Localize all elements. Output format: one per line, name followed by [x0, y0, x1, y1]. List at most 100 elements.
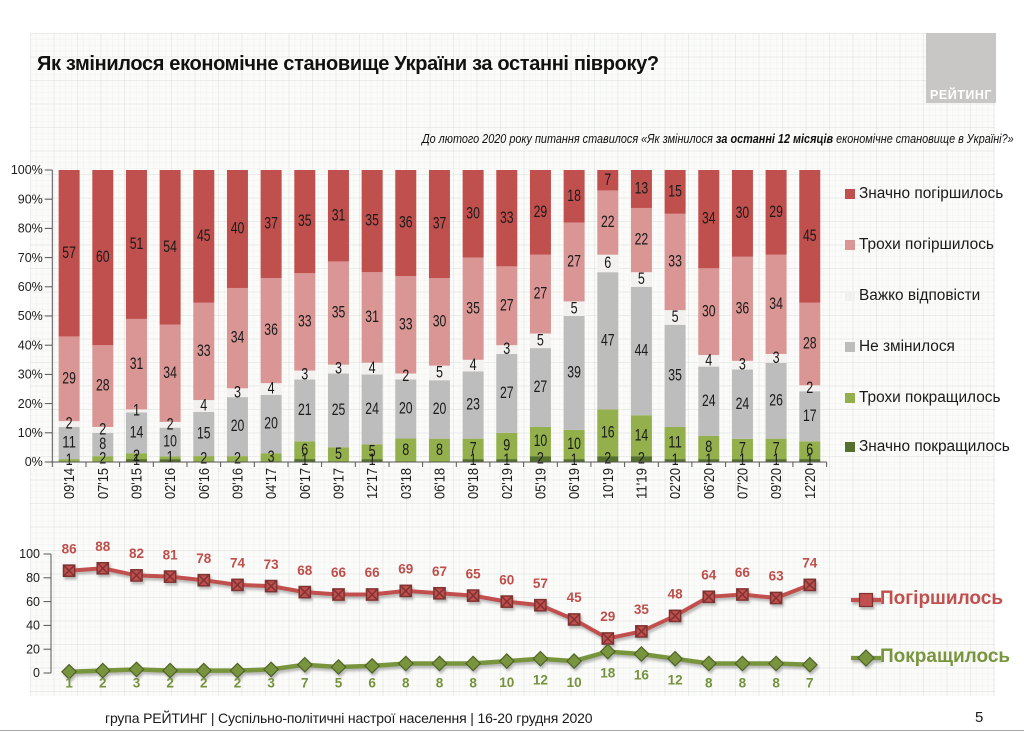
svg-text:67: 67 — [432, 564, 447, 579]
svg-text:2: 2 — [402, 366, 409, 385]
svg-text:2: 2 — [604, 449, 611, 468]
svg-text:8: 8 — [705, 676, 713, 691]
svg-text:26: 26 — [769, 390, 783, 409]
svg-text:2: 2 — [806, 378, 813, 397]
svg-text:30: 30 — [702, 301, 716, 320]
svg-text:2: 2 — [167, 414, 174, 433]
svg-text:27: 27 — [567, 252, 581, 271]
svg-text:09'15: 09'15 — [130, 468, 146, 499]
svg-text:25: 25 — [332, 400, 346, 419]
svg-text:2: 2 — [200, 676, 208, 691]
svg-text:29: 29 — [600, 609, 615, 624]
svg-text:2: 2 — [99, 420, 106, 439]
svg-text:60%: 60% — [18, 280, 43, 294]
svg-text:09'17: 09'17 — [332, 468, 348, 499]
svg-text:1: 1 — [571, 450, 578, 469]
svg-text:22: 22 — [635, 230, 649, 249]
svg-text:4: 4 — [268, 379, 275, 398]
svg-text:31: 31 — [332, 205, 346, 224]
svg-text:30: 30 — [433, 311, 447, 330]
svg-text:34: 34 — [769, 294, 783, 313]
svg-text:5: 5 — [638, 269, 645, 288]
svg-text:65: 65 — [466, 566, 482, 581]
svg-text:3: 3 — [133, 676, 141, 691]
svg-text:06'18: 06'18 — [433, 468, 449, 499]
svg-text:33: 33 — [197, 341, 211, 360]
svg-text:34: 34 — [231, 328, 245, 347]
svg-text:2: 2 — [66, 414, 73, 433]
svg-text:09'20: 09'20 — [769, 468, 785, 499]
svg-text:24: 24 — [736, 394, 750, 413]
svg-text:07'15: 07'15 — [96, 468, 112, 499]
svg-text:14: 14 — [130, 422, 144, 441]
svg-text:78: 78 — [196, 551, 212, 566]
svg-text:0: 0 — [33, 666, 40, 680]
svg-text:2: 2 — [234, 449, 241, 468]
svg-text:35: 35 — [365, 211, 379, 230]
svg-text:1: 1 — [705, 450, 712, 469]
svg-text:8: 8 — [436, 440, 443, 459]
svg-text:28: 28 — [803, 334, 817, 353]
svg-text:80: 80 — [26, 571, 40, 585]
svg-text:10: 10 — [163, 432, 177, 451]
svg-text:57: 57 — [533, 576, 548, 591]
svg-text:35: 35 — [298, 211, 312, 230]
svg-text:37: 37 — [264, 214, 278, 233]
svg-text:3: 3 — [773, 348, 780, 367]
svg-text:3: 3 — [335, 359, 342, 378]
svg-text:02'16: 02'16 — [163, 468, 179, 499]
svg-text:31: 31 — [130, 354, 144, 373]
svg-text:2: 2 — [166, 676, 174, 691]
svg-text:35: 35 — [332, 303, 346, 322]
svg-text:35: 35 — [466, 298, 480, 317]
svg-text:1: 1 — [369, 450, 376, 469]
svg-text:10: 10 — [499, 675, 514, 690]
svg-text:27: 27 — [500, 295, 514, 314]
svg-text:04'17: 04'17 — [264, 468, 280, 499]
svg-text:1: 1 — [65, 676, 73, 691]
svg-text:12'20: 12'20 — [803, 468, 819, 499]
svg-text:54: 54 — [163, 237, 177, 256]
svg-text:20: 20 — [433, 399, 447, 418]
svg-text:02'20: 02'20 — [668, 468, 684, 499]
svg-text:10: 10 — [534, 431, 548, 450]
svg-text:06'20: 06'20 — [702, 468, 718, 499]
svg-text:5: 5 — [672, 307, 679, 326]
svg-text:68: 68 — [297, 563, 313, 578]
svg-text:28: 28 — [96, 376, 110, 395]
svg-text:1: 1 — [133, 401, 140, 420]
svg-text:30%: 30% — [18, 368, 43, 382]
svg-text:09'18: 09'18 — [466, 468, 482, 499]
svg-text:27: 27 — [534, 377, 548, 396]
svg-text:20: 20 — [26, 642, 40, 656]
svg-text:74: 74 — [230, 556, 246, 571]
svg-text:7: 7 — [301, 676, 309, 691]
svg-text:1: 1 — [167, 447, 174, 466]
svg-text:8: 8 — [469, 676, 477, 691]
svg-text:69: 69 — [398, 562, 413, 577]
svg-text:86: 86 — [62, 541, 78, 556]
svg-text:4: 4 — [705, 350, 712, 369]
svg-text:74: 74 — [802, 556, 818, 571]
svg-text:80%: 80% — [18, 222, 43, 236]
svg-text:34: 34 — [702, 209, 716, 228]
svg-text:88: 88 — [95, 539, 111, 554]
svg-text:11: 11 — [668, 433, 682, 452]
svg-text:03'18: 03'18 — [399, 468, 415, 499]
svg-text:1: 1 — [470, 450, 477, 469]
svg-text:30: 30 — [736, 203, 750, 222]
svg-text:7: 7 — [604, 170, 611, 189]
svg-text:81: 81 — [163, 547, 179, 562]
svg-text:4: 4 — [200, 396, 207, 415]
svg-text:6: 6 — [301, 440, 308, 459]
svg-text:15: 15 — [668, 182, 682, 201]
svg-text:2: 2 — [537, 449, 544, 468]
svg-text:4: 4 — [470, 355, 477, 374]
svg-text:24: 24 — [702, 391, 716, 410]
svg-text:63: 63 — [769, 569, 785, 584]
svg-text:02'19: 02'19 — [500, 468, 516, 499]
svg-text:8: 8 — [436, 676, 444, 691]
svg-text:60: 60 — [499, 572, 514, 587]
svg-text:3: 3 — [739, 355, 746, 374]
svg-text:06'17: 06'17 — [298, 468, 314, 499]
